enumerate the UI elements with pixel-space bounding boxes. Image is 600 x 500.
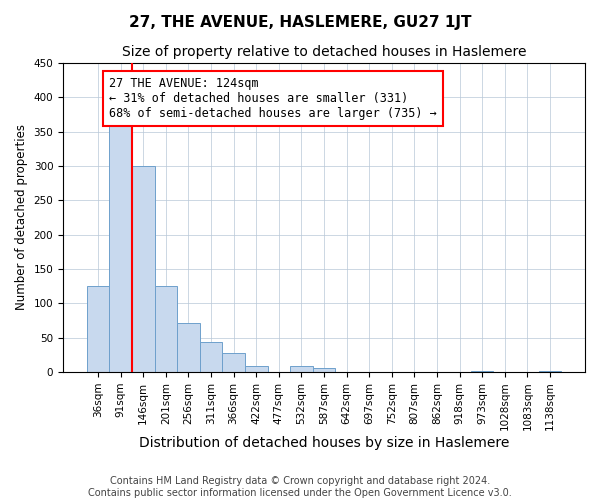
Y-axis label: Number of detached properties: Number of detached properties [15,124,28,310]
Bar [290,366,313,372]
Text: 27 THE AVENUE: 124sqm
← 31% of detached houses are smaller (331)
68% of semi-det: 27 THE AVENUE: 124sqm ← 31% of detached … [109,76,437,120]
Bar [200,342,223,372]
X-axis label: Distribution of detached houses by size in Haslemere: Distribution of detached houses by size … [139,436,509,450]
Bar [155,286,177,372]
Bar [471,370,493,372]
Bar [245,366,268,372]
Text: Contains HM Land Registry data © Crown copyright and database right 2024.
Contai: Contains HM Land Registry data © Crown c… [88,476,512,498]
Bar [313,368,335,372]
Bar [223,352,245,372]
Bar [87,286,109,372]
Text: 27, THE AVENUE, HASLEMERE, GU27 1JT: 27, THE AVENUE, HASLEMERE, GU27 1JT [129,15,471,30]
Title: Size of property relative to detached houses in Haslemere: Size of property relative to detached ho… [122,45,526,59]
Bar [109,118,132,372]
Bar [132,166,155,372]
Bar [539,370,561,372]
Bar [177,322,200,372]
